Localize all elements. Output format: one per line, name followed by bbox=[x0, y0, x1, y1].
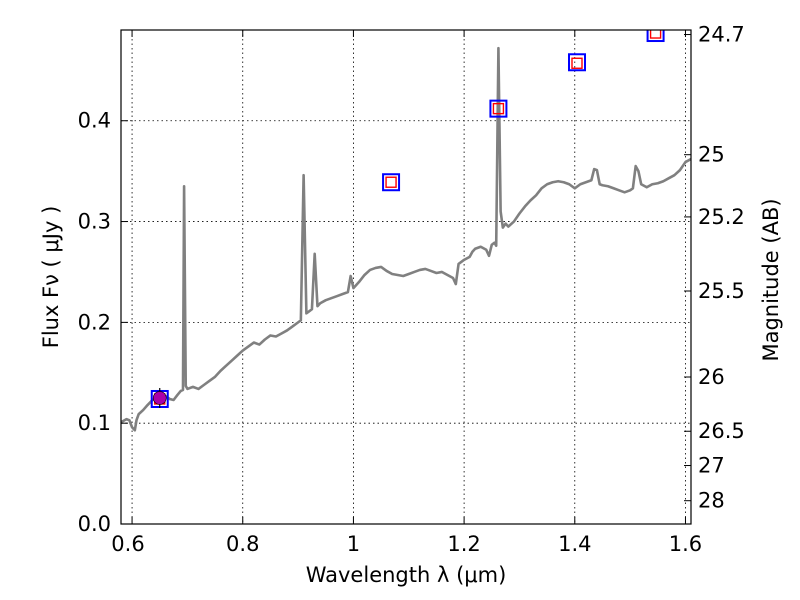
model-red-squares-point bbox=[492, 102, 505, 115]
y-tick-label: 0.1 bbox=[78, 411, 111, 435]
y2-tick-label: 24.7 bbox=[698, 23, 745, 47]
y2-tick-label: 26 bbox=[698, 365, 725, 389]
y2-tick-label: 26.5 bbox=[698, 419, 745, 443]
y2-tick-label: 25.5 bbox=[698, 279, 745, 303]
photometry-blue-squares-point bbox=[489, 99, 508, 118]
x-tick-label: 0.8 bbox=[226, 532, 259, 556]
y-axis-title: Flux Fν ( μJy ) bbox=[39, 206, 63, 349]
y-tick-label: 0.3 bbox=[78, 210, 111, 234]
x-axis-title: Wavelength λ (μm) bbox=[306, 563, 507, 587]
x-tick-label: 1 bbox=[347, 532, 360, 556]
x-tick-label: 1.6 bbox=[669, 532, 702, 556]
y-tick-label: 0.4 bbox=[78, 109, 111, 133]
y2-tick-label: 27 bbox=[698, 454, 725, 478]
model-red-squares-point bbox=[385, 176, 397, 188]
series-layer bbox=[121, 46, 691, 432]
marker-layer bbox=[150, 30, 665, 408]
spectrum-line bbox=[121, 46, 691, 432]
measured-purple-point-point bbox=[152, 391, 167, 405]
tick-layer: 0.8 1 1.2 1.4 1.6 0.0 0.1 0.2 0.3 0.4 24.7 25 25.2 25… bbox=[78, 23, 745, 556]
photometry-blue-squares-point bbox=[382, 173, 401, 192]
photometry-blue-squares-point bbox=[646, 30, 665, 43]
model-red-squares-point bbox=[571, 57, 583, 69]
y2-tick-label: 25 bbox=[698, 143, 725, 167]
y-tick-label: 0.0 bbox=[78, 512, 111, 536]
y-tick-label: 0.2 bbox=[78, 310, 111, 334]
x-tick-label: 1.2 bbox=[447, 532, 480, 556]
plot-frame bbox=[120, 29, 692, 525]
y2-axis-title: Magnitude (AB) bbox=[759, 198, 783, 361]
x-tick-label: 1.4 bbox=[558, 532, 591, 556]
grid-layer bbox=[121, 30, 691, 524]
model-red-squares-point bbox=[649, 30, 662, 39]
y2-tick-label: 25.2 bbox=[698, 205, 745, 229]
y2-tick-label: 28 bbox=[698, 489, 725, 513]
x-edge-label-0.6: 0.6 bbox=[111, 532, 144, 556]
photometry-blue-squares-point bbox=[568, 53, 586, 72]
